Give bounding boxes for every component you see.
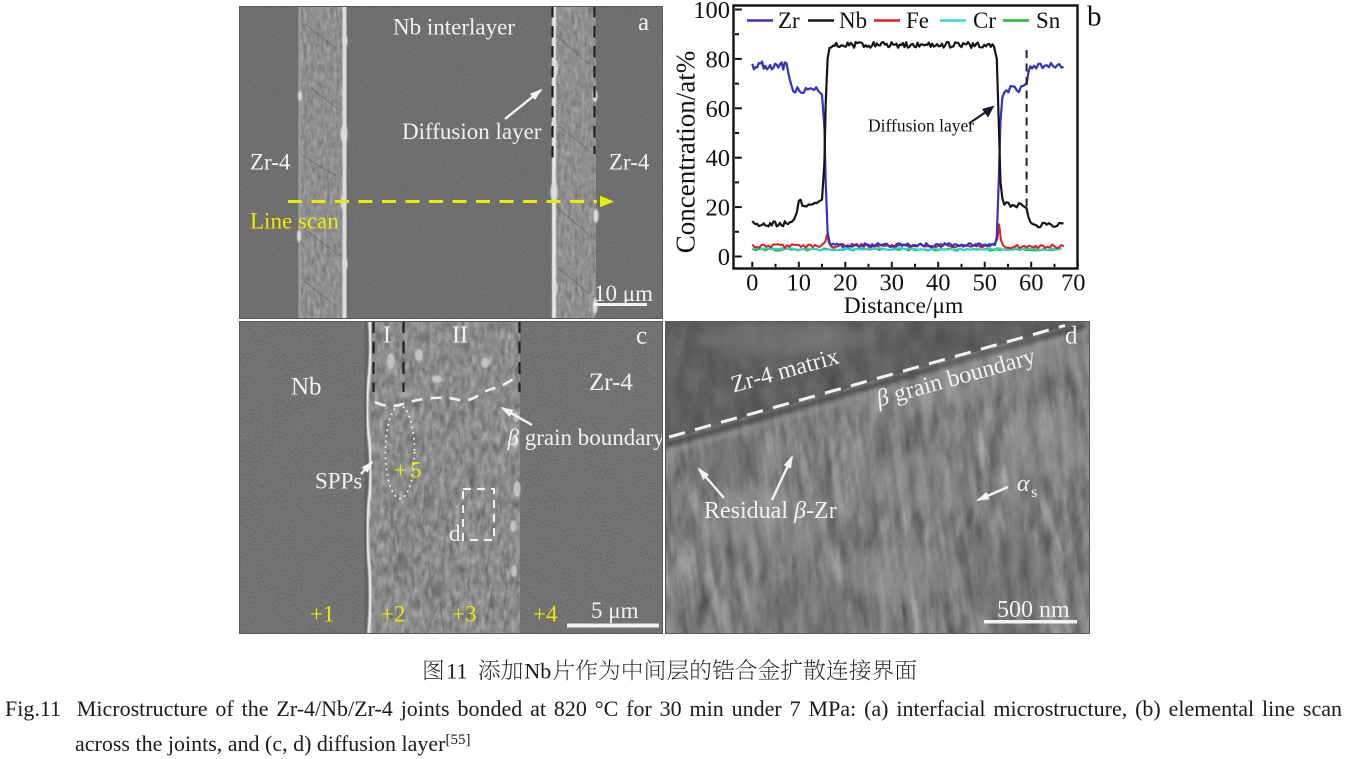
svg-text:+2: +2 (381, 602, 405, 627)
svg-text:Diffusion layer: Diffusion layer (402, 119, 542, 144)
svg-text:80: 80 (706, 46, 731, 73)
svg-text:60: 60 (1019, 270, 1043, 297)
svg-text:Zr: Zr (778, 8, 800, 33)
svg-text:Zr-4: Zr-4 (589, 369, 633, 396)
svg-text:5 μm: 5 μm (591, 598, 639, 623)
svg-text:Cr: Cr (973, 8, 996, 33)
svg-text:20: 20 (833, 270, 858, 297)
svg-text:20: 20 (706, 195, 731, 222)
svg-text:Concentration/at%: Concentration/at% (671, 51, 701, 253)
svg-text:Nb: Nb (291, 374, 322, 401)
svg-text:α: α (1017, 471, 1030, 497)
svg-text:Distance/μm: Distance/μm (844, 293, 964, 319)
svg-text:II: II (452, 323, 468, 349)
svg-text:0: 0 (718, 244, 730, 271)
svg-text:0: 0 (746, 270, 758, 297)
svg-text:50: 50 (972, 270, 997, 297)
svg-text:Nb: Nb (524, 659, 551, 684)
svg-text:70: 70 (1061, 270, 1086, 297)
svg-text:Zr-4: Zr-4 (250, 150, 291, 175)
svg-text:d: d (1065, 323, 1078, 350)
svg-text:β grain boundary: β grain boundary (507, 425, 664, 450)
svg-text:d: d (449, 521, 461, 546)
svg-text:Line scan: Line scan (250, 209, 339, 234)
svg-text:a: a (638, 9, 649, 36)
svg-text:Fe: Fe (906, 8, 929, 33)
svg-text:I: I (383, 323, 391, 349)
svg-text:10 μm: 10 μm (594, 281, 653, 306)
svg-text:+3: +3 (452, 602, 476, 627)
svg-text:Diffusion layer: Diffusion layer (868, 116, 974, 136)
svg-text:Residual β-Zr: Residual β-Zr (704, 498, 837, 524)
svg-text:SPPs: SPPs (315, 469, 362, 494)
svg-text:60: 60 (706, 96, 731, 123)
svg-text:40: 40 (926, 270, 951, 297)
svg-text:500 nm: 500 nm (997, 597, 1070, 623)
svg-text:c: c (636, 323, 647, 350)
svg-text:Nb: Nb (839, 8, 867, 33)
svg-text:Nb interlayer: Nb interlayer (393, 15, 515, 40)
svg-text:b: b (1087, 1, 1102, 33)
svg-text:Sn: Sn (1036, 8, 1061, 33)
svg-text:40: 40 (706, 145, 731, 172)
svg-text:s: s (1031, 484, 1037, 501)
svg-text:10: 10 (787, 270, 812, 297)
svg-text:30: 30 (880, 270, 905, 297)
svg-text:11: 11 (446, 659, 467, 684)
svg-text:Zr-4: Zr-4 (609, 150, 650, 175)
svg-text:+4: +4 (533, 602, 558, 627)
svg-text:+1: +1 (310, 602, 334, 627)
svg-text:100: 100 (693, 0, 730, 24)
